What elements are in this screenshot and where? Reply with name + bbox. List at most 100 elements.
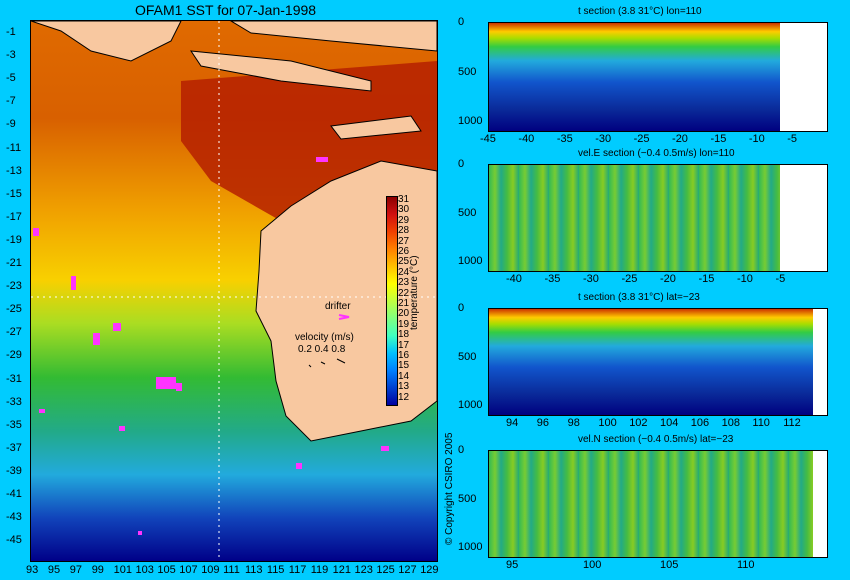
section-y-tick: 500 (458, 206, 477, 219)
colorbar-tick: 12 (398, 391, 410, 403)
map-y-tick: -43 (6, 511, 22, 524)
main-map-title: OFAM1 SST for 07-Jan-1998 (135, 2, 317, 18)
section-x-tick: -10 (737, 273, 753, 285)
map-x-tick: 95 (47, 564, 61, 576)
map-y-tick: -45 (6, 534, 22, 547)
section-x-tick: -5 (787, 133, 798, 145)
map-x-tick: 119 (310, 564, 329, 576)
map-x-tick: 97 (69, 564, 83, 576)
colorbar-tick: 22 (398, 287, 410, 299)
map-y-tick: -17 (6, 210, 22, 223)
section-x-tick: -15 (710, 133, 727, 145)
colorbar-tick: 27 (398, 235, 410, 247)
map-y-tick: -41 (6, 488, 22, 500)
section-panel (488, 164, 828, 272)
section-x-tick: -20 (672, 133, 688, 145)
section-x-tick: -40 (518, 133, 535, 145)
section-x-tick: 100 (583, 559, 602, 571)
section-panel (488, 308, 828, 416)
section-x-tick: -25 (621, 273, 638, 285)
section-x-tick: -35 (556, 133, 573, 145)
section-x-tick: 95 (506, 559, 519, 571)
sst-map-svg (31, 21, 437, 561)
section-x-tick: 108 (721, 417, 740, 429)
map-y-tick: -23 (6, 280, 22, 293)
map-x-tick: 111 (223, 564, 240, 576)
map-y-tick: -33 (6, 395, 22, 408)
section-y-tick: 1000 (458, 115, 483, 128)
section-x-tick: 110 (737, 559, 755, 571)
colorbar-tick: 17 (398, 339, 410, 351)
section-x-tick: 110 (752, 417, 770, 429)
section-x-tick: 94 (506, 417, 519, 429)
map-x-tick: 107 (179, 564, 198, 576)
colorbar-tick: 18 (398, 329, 410, 341)
map-x-tick: 117 (288, 564, 307, 576)
map-x-tick: 129 (420, 564, 439, 576)
map-x-tick: 105 (157, 564, 176, 576)
map-y-tick: -35 (6, 418, 22, 431)
sst-map (30, 20, 438, 562)
section-x-tick: -30 (583, 273, 599, 285)
section-x-tick: -40 (506, 273, 522, 285)
map-y-tick: -13 (6, 164, 22, 177)
section-y-tick: 0 (458, 444, 465, 456)
map-x-tick: 99 (91, 564, 104, 576)
section-y-tick: 500 (458, 65, 477, 78)
section-x-tick: -25 (633, 133, 650, 145)
section-x-tick: -45 (480, 133, 496, 145)
section-x-tick: -35 (544, 273, 561, 285)
colorbar-tick: 16 (398, 350, 410, 361)
map-x-tick: 101 (113, 564, 132, 576)
section-x-tick: 106 (690, 417, 710, 429)
map-y-tick: -1 (6, 26, 16, 38)
section-x-tick: 100 (598, 417, 617, 429)
section-title: vel.N section (−0.4 0.5m/s) lat=−23 (578, 434, 734, 445)
map-y-tick: -25 (6, 303, 22, 316)
map-y-tick: -11 (6, 141, 22, 154)
section-title: t section (3.8 31°C) lon=110 (578, 6, 702, 17)
colorbar-tick: 24 (398, 266, 410, 278)
map-y-tick: -7 (6, 95, 16, 108)
map-x-tick: 113 (245, 564, 263, 576)
map-y-tick: -37 (6, 441, 22, 454)
copyright-notice: © Copyright CSIRO 2005 (444, 432, 455, 545)
colorbar-tick: 13 (398, 381, 410, 393)
colorbar-tick: 23 (398, 277, 410, 289)
map-y-tick: -5 (6, 72, 16, 85)
map-y-tick: -21 (6, 257, 22, 269)
colorbar-tick: 28 (398, 225, 410, 237)
section-y-tick: 1000 (458, 541, 483, 554)
colorbar-tick: 19 (398, 318, 410, 330)
velocity-values: 0.2 0.4 0.8 (298, 344, 346, 355)
section-title: t section (3.8 31°C) lat=−23 (578, 292, 700, 303)
section-panel (488, 450, 828, 558)
map-x-tick: 93 (26, 564, 39, 576)
section-x-tick: 96 (536, 417, 550, 429)
map-y-tick: -31 (6, 372, 22, 385)
colorbar-tick: 20 (398, 308, 410, 320)
section-y-tick: 1000 (458, 255, 483, 268)
map-y-tick: -9 (6, 118, 16, 131)
colorbar-tick: 14 (398, 370, 410, 382)
section-y-tick: 0 (458, 158, 465, 170)
section-y-tick: 0 (458, 16, 465, 28)
section-x-tick: -10 (748, 133, 765, 145)
section-panel (488, 22, 828, 132)
map-y-tick: -39 (6, 464, 22, 477)
section-title: vel.E section (−0.4 0.5m/s) lon=110 (578, 148, 735, 159)
colorbar-tick: 15 (398, 360, 410, 372)
colorbar-tick: 21 (398, 298, 410, 309)
section-x-tick: -5 (775, 273, 786, 285)
section-x-tick: 105 (660, 559, 679, 571)
colorbar-tick: 31 (398, 194, 410, 205)
map-x-tick: 123 (354, 564, 373, 576)
map-y-tick: -15 (6, 187, 22, 200)
map-x-tick: 121 (332, 564, 351, 576)
section-x-tick: -20 (660, 273, 676, 285)
section-y-tick: 0 (458, 302, 465, 314)
section-x-tick: 112 (783, 417, 801, 429)
colorbar (386, 196, 398, 406)
colorbar-tick: 29 (398, 214, 410, 226)
section-y-tick: 500 (458, 350, 477, 363)
